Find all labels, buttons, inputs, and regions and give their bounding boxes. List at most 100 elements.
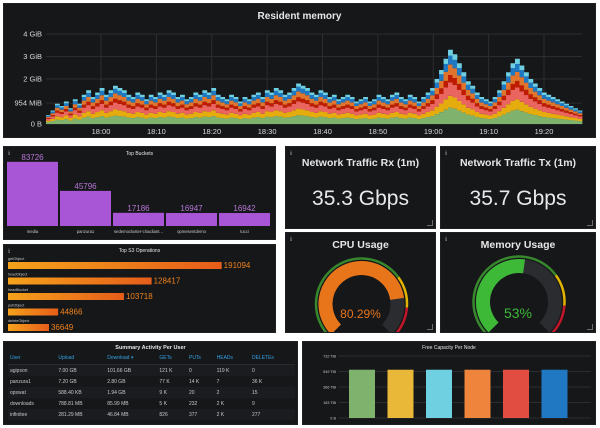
area-segment (372, 114, 377, 119)
area-segment (555, 114, 561, 119)
area-segment (162, 117, 167, 124)
operation-name-label: putObject (8, 304, 25, 308)
area-segment (206, 92, 212, 96)
area-segment (86, 97, 92, 102)
area-segment (461, 112, 467, 124)
area-segment (510, 83, 516, 90)
summary-activity-title: Summary Activity Per User (115, 345, 186, 351)
area-segment (175, 108, 181, 114)
area-segment (247, 110, 252, 115)
gauge-threshold-critical (395, 307, 409, 332)
area-segment (148, 97, 154, 101)
area-segment (86, 90, 92, 93)
area-segment (470, 85, 476, 89)
area-segment (90, 118, 96, 124)
area-segment (215, 97, 221, 101)
area-segment (381, 97, 386, 100)
column-header[interactable]: PUTs (186, 354, 215, 365)
capacity-bar[interactable] (426, 369, 452, 418)
column-header[interactable]: Download ▾ (105, 354, 158, 365)
area-segment (425, 112, 431, 118)
resize-handle-icon[interactable] (427, 220, 433, 226)
column-header[interactable]: Upload (56, 354, 106, 365)
info-icon[interactable]: ℹ (290, 237, 293, 243)
column-header[interactable]: DELETEs (249, 354, 295, 365)
area-segment (148, 100, 154, 105)
area-segment (242, 106, 248, 109)
area-segment (354, 119, 360, 124)
area-segment (555, 110, 561, 115)
area-segment (175, 97, 181, 100)
area-segment (497, 90, 502, 93)
operation-bar[interactable] (8, 277, 152, 285)
area-segment (139, 94, 145, 98)
memory-usage-panel: ℹ Memory Usage 53% (440, 232, 596, 333)
capacity-bar[interactable] (503, 369, 529, 418)
area-segment (126, 107, 132, 113)
bucket-bar[interactable] (60, 190, 111, 226)
operation-bar[interactable] (8, 324, 49, 331)
area-segment (532, 97, 538, 102)
area-segment (403, 118, 409, 124)
area-segment (519, 65, 525, 71)
info-icon[interactable]: ℹ (445, 237, 448, 243)
area-segment (153, 113, 159, 119)
area-segment (559, 111, 565, 116)
table-row[interactable]: panzura1 7.20 GB 2.80 GB 77 K 14 K 7 36 K (8, 376, 295, 387)
operation-bar[interactable] (8, 262, 222, 269)
capacity-bar[interactable] (541, 369, 568, 418)
area-segment (358, 101, 364, 105)
resize-handle-icon[interactable] (587, 220, 593, 226)
column-header[interactable]: HEADs (214, 354, 250, 365)
table-cell: 1.94 GB (107, 389, 126, 396)
area-segment (340, 99, 346, 103)
operation-bar[interactable] (8, 308, 59, 316)
resize-handle-icon[interactable] (587, 324, 593, 330)
info-icon[interactable]: ℹ (445, 151, 448, 157)
capacity-bar[interactable] (349, 369, 375, 418)
gauge-threshold-warn (397, 276, 409, 308)
area-segment (220, 113, 226, 119)
area-segment (425, 106, 431, 113)
table-row[interactable]: agipson 7.00 GB 101.66 GB 121 K 0 119 K 0 (8, 364, 295, 376)
cpu-usage-title: CPU Usage (332, 239, 389, 251)
operation-bar[interactable] (8, 293, 124, 300)
area-segment (81, 104, 87, 108)
table-row[interactable]: downloads 788.81 MB 85.99 MB 5 K 232 2 K 9 (8, 398, 295, 409)
area-segment (108, 101, 114, 106)
info-icon[interactable]: ℹ (290, 151, 293, 157)
capacity-bar[interactable] (387, 369, 414, 418)
area-segment (394, 92, 400, 96)
table-row[interactable]: opswat 588.40 KB 1.94 GB 9 K 20 2 15 (8, 387, 295, 398)
column-header[interactable]: User (8, 354, 57, 365)
bucket-bar[interactable] (7, 161, 58, 226)
info-icon[interactable]: ℹ (8, 249, 11, 255)
area-segment (564, 112, 569, 117)
bucket-bar[interactable] (113, 212, 164, 226)
column-header[interactable]: GETs (157, 354, 187, 365)
area-segment (448, 64, 453, 75)
capacity-bar[interactable] (464, 369, 491, 418)
table-row[interactable] (8, 420, 295, 424)
info-icon[interactable]: ℹ (8, 151, 11, 157)
area-segment (72, 110, 78, 115)
table-row[interactable]: infinitee 281.29 MB 46.84 MB 826 377 2 K 277 (8, 409, 295, 420)
area-segment (162, 97, 167, 101)
area-segment (59, 120, 65, 124)
area-segment (465, 89, 471, 96)
area-segment (278, 97, 284, 102)
area-segment (99, 90, 105, 96)
summary-activity-table: User Upload Download ▾ GETs PUTs HEADs DELETEs… (8, 354, 295, 424)
area-segment (135, 95, 141, 99)
area-segment (300, 109, 306, 116)
area-segment (385, 107, 391, 111)
resize-handle-icon[interactable] (427, 324, 433, 330)
table-cell: 2 (216, 389, 220, 396)
area-segment (175, 99, 181, 103)
bucket-bar[interactable] (166, 213, 217, 226)
bucket-bar[interactable] (219, 213, 270, 226)
area-segment (148, 104, 154, 108)
area-segment (421, 118, 427, 124)
area-segment (564, 103, 569, 106)
area-segment (202, 92, 208, 97)
